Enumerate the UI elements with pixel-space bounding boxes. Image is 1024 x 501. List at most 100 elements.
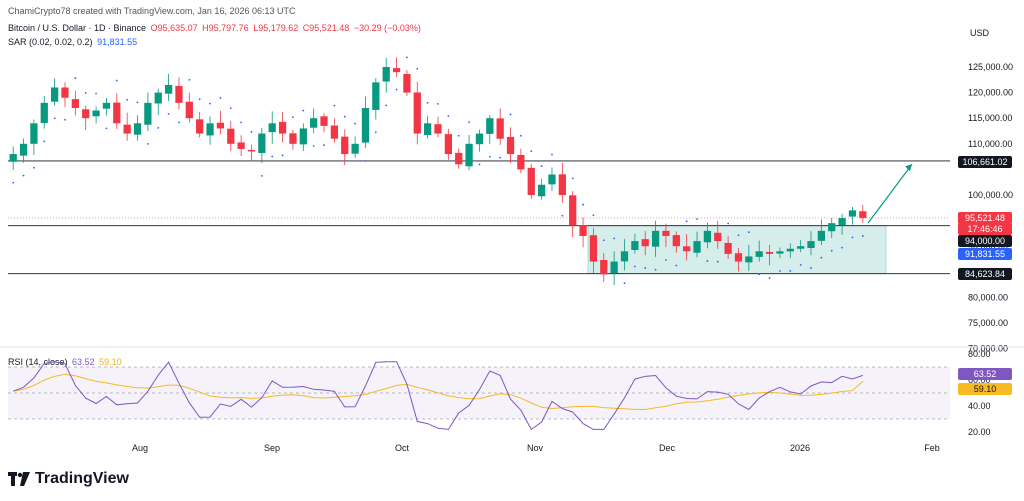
candle-body bbox=[361, 107, 370, 143]
sar-value: 91,831.55 bbox=[97, 37, 138, 47]
candle-body bbox=[838, 218, 846, 226]
rsi-tick-label: 80.00 bbox=[968, 349, 991, 359]
candle-body bbox=[299, 128, 307, 145]
candle-body bbox=[848, 210, 857, 217]
sar-dot bbox=[126, 98, 129, 101]
candle-body bbox=[19, 143, 28, 156]
sar-dot bbox=[43, 140, 46, 143]
rsi-price-tag: 63.52 bbox=[958, 368, 1012, 380]
sar-price-tag: 91,831.55 bbox=[958, 248, 1012, 260]
candle-body bbox=[620, 251, 629, 262]
candle-body bbox=[745, 256, 753, 263]
sar-dot bbox=[509, 113, 512, 116]
candle-body bbox=[320, 116, 328, 126]
candle-body bbox=[486, 118, 494, 134]
sar-legend[interactable]: SAR (0.02, 0.02, 0.2) 91,831.55 bbox=[8, 37, 139, 47]
x-tick-label: Aug bbox=[132, 443, 148, 453]
candle-body bbox=[185, 101, 193, 119]
rsi-tick-label: 60.00 bbox=[968, 375, 991, 385]
resistance-price-tag: 106,661.02 bbox=[958, 156, 1012, 168]
candle-body bbox=[289, 133, 297, 144]
tradingview-logo[interactable]: TradingView bbox=[8, 470, 129, 488]
candle-body bbox=[683, 246, 691, 252]
sar-dot bbox=[281, 154, 284, 157]
x-tick-label: Nov bbox=[527, 443, 544, 453]
x-tick-label: Oct bbox=[395, 443, 410, 453]
y-tick-label: 115,000.00 bbox=[968, 113, 1012, 123]
sar-dot bbox=[53, 117, 56, 120]
sar-dot bbox=[219, 97, 222, 99]
sar-dot bbox=[343, 115, 346, 118]
sar-dot bbox=[561, 214, 564, 217]
low-value: L95,179.62 bbox=[253, 23, 299, 33]
y-tick-label: 110,000.00 bbox=[968, 139, 1012, 149]
candle-body bbox=[30, 123, 38, 144]
sar-dot bbox=[592, 214, 595, 217]
candle-body bbox=[527, 167, 535, 195]
sar-dot bbox=[437, 102, 439, 105]
candle-body bbox=[797, 246, 805, 249]
support-bottom-price-tag: 84,623.84 bbox=[958, 268, 1012, 280]
sar-dot bbox=[644, 267, 647, 269]
sar-dot bbox=[74, 77, 77, 79]
x-tick-label: Feb bbox=[924, 443, 940, 453]
rsi-tick-label: 40.00 bbox=[968, 401, 991, 411]
sar-dot bbox=[779, 270, 781, 272]
candle-body bbox=[662, 230, 670, 236]
candle-body bbox=[475, 133, 484, 145]
candle-body bbox=[237, 142, 245, 149]
rsi-line bbox=[13, 361, 863, 431]
sar-dot bbox=[302, 109, 305, 112]
candle-body bbox=[496, 118, 504, 139]
sar-dot bbox=[240, 121, 243, 124]
candle-body bbox=[258, 133, 266, 153]
sar-dot bbox=[426, 101, 429, 104]
candle-body bbox=[133, 123, 142, 135]
candle-body bbox=[382, 67, 390, 82]
symbol-label[interactable]: Bitcoin / U.S. Dollar · 1D · Binance bbox=[8, 23, 147, 33]
candle-body bbox=[278, 121, 287, 134]
candle-body bbox=[403, 74, 411, 93]
sar-dot bbox=[385, 104, 388, 107]
candle-body bbox=[175, 86, 183, 103]
sar-dot bbox=[271, 155, 274, 158]
sar-dot bbox=[312, 145, 315, 147]
open-value: O95,635.07 bbox=[150, 23, 198, 33]
sar-dot bbox=[861, 235, 864, 237]
sar-dot bbox=[820, 256, 823, 259]
y-tick-label: 120,000.00 bbox=[968, 88, 1013, 98]
sar-dot bbox=[198, 98, 201, 101]
sar-label: SAR (0.02, 0.02, 0.2) bbox=[8, 37, 93, 47]
x-tick-label: Sep bbox=[264, 443, 280, 453]
sar-dot bbox=[95, 92, 97, 95]
candle-body bbox=[92, 110, 100, 117]
attribution: ChamiCrypto78 created with TradingView.c… bbox=[8, 6, 296, 16]
candle-body bbox=[434, 124, 442, 134]
candle-body bbox=[268, 123, 276, 133]
sar-dot bbox=[468, 121, 470, 124]
candle-body bbox=[113, 102, 121, 124]
sar-dot bbox=[374, 131, 377, 134]
sar-dot bbox=[499, 156, 502, 159]
sar-dot bbox=[799, 263, 802, 266]
candle-body bbox=[641, 239, 649, 247]
sar-dot bbox=[146, 142, 149, 145]
candle-body bbox=[216, 122, 225, 129]
sar-dot bbox=[64, 118, 66, 121]
candle-body bbox=[558, 174, 566, 195]
sar-dot bbox=[675, 264, 678, 267]
currency-label: USD bbox=[970, 28, 990, 38]
candle-body bbox=[651, 230, 660, 247]
candle-body bbox=[579, 225, 587, 236]
sar-dot bbox=[364, 160, 367, 162]
sar-dot bbox=[447, 115, 450, 118]
candle-body bbox=[40, 102, 48, 123]
sar-dot bbox=[685, 220, 688, 223]
countdown-tag: 17:46:46 bbox=[958, 223, 1012, 235]
y-tick-label: 70,000.00 bbox=[968, 344, 1008, 354]
sar-dot bbox=[665, 259, 667, 261]
rsi-legend[interactable]: RSI (14, close) 63.52 59.10 bbox=[8, 357, 124, 367]
sar-dot bbox=[333, 104, 336, 107]
sar-dot bbox=[582, 203, 584, 206]
